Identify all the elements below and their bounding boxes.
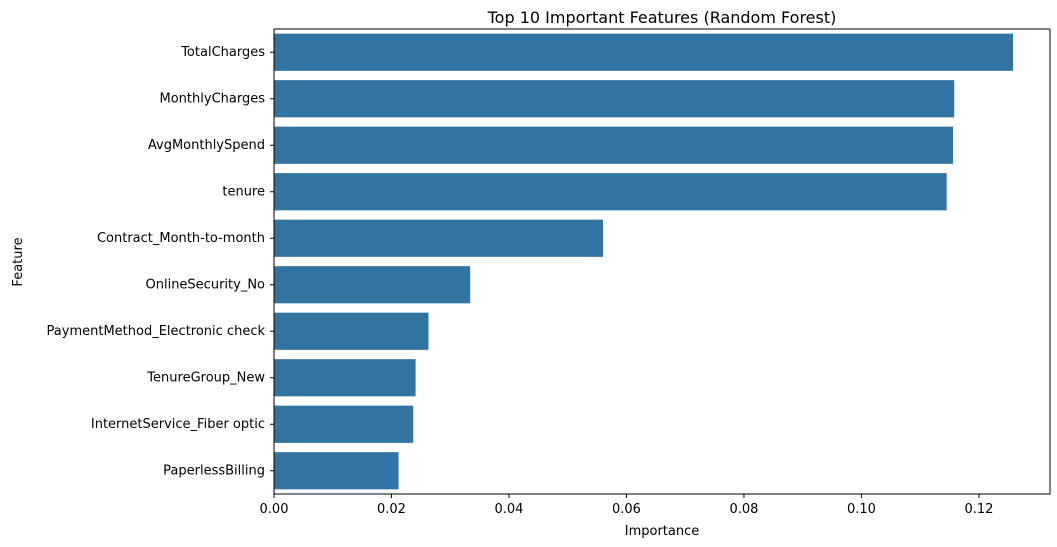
- y-axis-ticks: TotalCharges MonthlyCharges AvgMonthlySpen…: [47, 45, 274, 478]
- y-axis-label: Feature: [11, 237, 26, 286]
- x-tick-label: 0.12: [964, 502, 993, 517]
- x-tick-label: 0.08: [729, 502, 758, 517]
- x-axis-label: Importance: [625, 524, 700, 539]
- y-tick-label: PaperlessBilling: [163, 463, 265, 478]
- y-tick-label: Contract_Month-to-month: [97, 231, 265, 246]
- bar-7: [274, 359, 416, 397]
- x-tick-label: 0.04: [494, 502, 523, 517]
- bars-group: [274, 33, 1013, 490]
- bar-3: [274, 173, 947, 211]
- x-tick-label: 0.00: [260, 502, 289, 517]
- y-tick-label: InternetService_Fiber optic: [91, 417, 265, 432]
- bar-2: [274, 126, 954, 164]
- y-tick-label: TotalCharges: [180, 45, 265, 60]
- y-tick-label: TenureGroup_New: [146, 370, 265, 385]
- bar-0: [274, 33, 1013, 71]
- y-tick-label: MonthlyCharges: [160, 91, 266, 106]
- bar-9: [274, 452, 399, 490]
- bar-5: [274, 266, 471, 304]
- bar-4: [274, 219, 603, 257]
- x-axis-ticks: 0.00 0.02 0.04 0.06 0.08 0.10 0.12: [260, 494, 993, 517]
- x-tick-label: 0.06: [612, 502, 641, 517]
- x-tick-label: 0.02: [377, 502, 406, 517]
- y-tick-label: OnlineSecurity_No: [146, 277, 266, 292]
- y-tick-label: AvgMonthlySpend: [148, 138, 265, 153]
- chart-title: Top 10 Important Features (Random Forest…: [487, 8, 837, 27]
- x-tick-label: 0.10: [847, 502, 876, 517]
- bar-8: [274, 405, 414, 443]
- bar-1: [274, 80, 955, 118]
- y-tick-label: PaymentMethod_Electronic check: [47, 324, 266, 339]
- bar-6: [274, 312, 429, 350]
- y-tick-label: tenure: [222, 184, 265, 199]
